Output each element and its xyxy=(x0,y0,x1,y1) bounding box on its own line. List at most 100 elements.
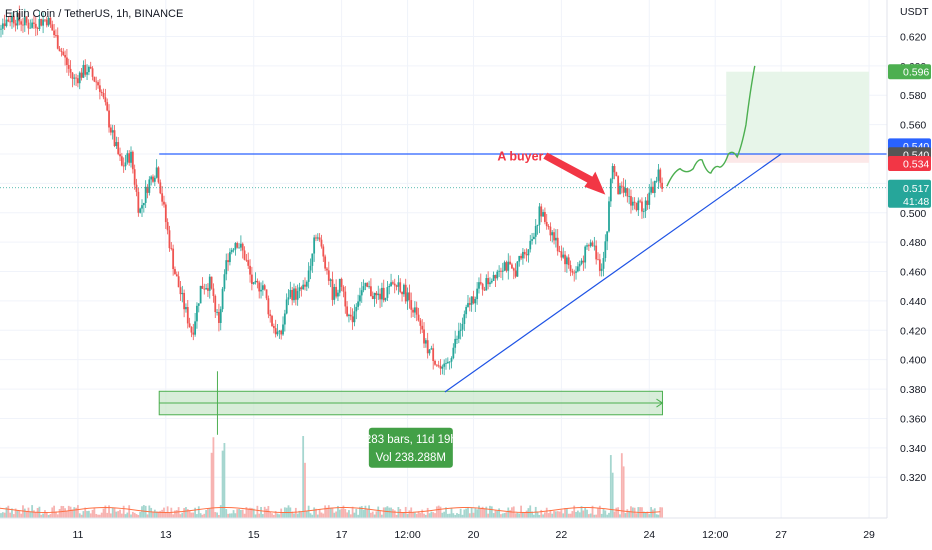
volume-bar xyxy=(82,511,85,518)
volume-bar xyxy=(518,513,521,518)
candle-body xyxy=(234,243,237,250)
time-axis-ticks[interactable]: 11 13 15 17 12:00 20 22 24 12:00 27 29 xyxy=(72,529,875,541)
price-axis[interactable] xyxy=(887,0,932,550)
candle-body xyxy=(3,23,6,27)
candle-body xyxy=(465,306,468,315)
candle-body xyxy=(476,288,479,300)
candle-body xyxy=(225,260,228,275)
candle-body xyxy=(252,282,255,284)
candle-body xyxy=(203,288,206,290)
volume-bar xyxy=(520,505,522,518)
candle-body xyxy=(126,153,129,163)
candle-body xyxy=(168,230,171,249)
volume-bar xyxy=(402,512,405,518)
volume-bar xyxy=(578,512,581,518)
price-tick-label: 0.480 xyxy=(900,237,926,249)
volume-bar xyxy=(424,514,427,518)
annotation[interactable]: A buyer xyxy=(497,150,606,195)
candle-body xyxy=(637,200,640,211)
volume-bar xyxy=(311,514,314,518)
candle-body xyxy=(282,324,284,335)
volume-bar xyxy=(181,512,184,518)
date-price-range[interactable]: 283 bars, 11d 19h Vol 238.288M xyxy=(158,371,664,468)
volume-bar xyxy=(313,507,316,518)
volume-bar xyxy=(29,511,32,518)
candle-body xyxy=(562,254,565,258)
volume-bar xyxy=(470,507,473,518)
volume-bar xyxy=(597,507,599,518)
candle-body xyxy=(287,297,290,300)
candle-body xyxy=(569,265,572,272)
volume-bar xyxy=(261,514,264,518)
candle-body xyxy=(648,192,651,205)
volume-bar xyxy=(22,505,24,518)
candle-body xyxy=(399,282,402,292)
candle-body xyxy=(11,15,13,23)
volume-bar xyxy=(549,509,552,518)
volume-bar xyxy=(128,505,131,518)
candle-body xyxy=(181,292,184,295)
volume-bar xyxy=(657,514,660,518)
price-tick-label: 0.320 xyxy=(900,472,926,484)
volume-bar xyxy=(113,507,116,518)
volume-bar xyxy=(360,506,363,518)
volume-bar xyxy=(331,507,334,518)
volume-bar xyxy=(609,455,612,518)
candle-body xyxy=(338,278,341,293)
candle-body xyxy=(489,282,491,285)
candle-body xyxy=(384,297,387,301)
candle-body xyxy=(267,298,270,315)
volume-bar xyxy=(291,511,294,518)
drawings[interactable] xyxy=(0,65,913,393)
volume-bar xyxy=(316,514,319,518)
time-tick-label: 12:00 xyxy=(394,529,420,541)
annotation-label: A buyer xyxy=(497,150,543,164)
volume-bar xyxy=(161,509,164,518)
time-tick-label: 20 xyxy=(468,529,480,541)
volume-bar xyxy=(576,510,579,518)
candle-body xyxy=(318,237,321,240)
candle-body xyxy=(155,167,158,178)
candle-body xyxy=(192,332,195,335)
volume-bar xyxy=(23,508,26,518)
volume-bar xyxy=(25,511,28,518)
volume-bar xyxy=(349,514,352,518)
volume-bars xyxy=(0,436,664,518)
volume-bar xyxy=(525,510,528,518)
candle-body xyxy=(128,153,131,163)
candle-body xyxy=(479,282,482,284)
candle-body xyxy=(56,35,59,49)
candle-body xyxy=(410,300,413,310)
candle-body xyxy=(194,321,197,335)
time-tick-label: 15 xyxy=(248,529,260,541)
candle-body xyxy=(260,289,262,292)
volume-bar xyxy=(302,436,305,518)
volume-bar xyxy=(430,511,433,518)
candle-body xyxy=(370,286,372,296)
candle-body xyxy=(560,251,563,258)
volume-bar xyxy=(459,508,462,518)
candle-body xyxy=(547,226,550,227)
volume-bar xyxy=(423,513,425,518)
volume-bar xyxy=(503,512,506,518)
volume-bar xyxy=(64,508,66,518)
volume-bar xyxy=(467,506,469,518)
volume-bar xyxy=(271,513,273,518)
volume-bar xyxy=(580,506,583,518)
candle-body xyxy=(102,92,105,98)
volume-bar xyxy=(624,513,627,518)
candle-body xyxy=(351,316,354,323)
volume-bar xyxy=(487,513,490,518)
candle-body xyxy=(250,274,253,284)
candle-body xyxy=(512,268,515,271)
volume-bar xyxy=(591,505,594,518)
candle-body xyxy=(305,281,308,287)
volume-bar xyxy=(203,513,206,518)
candle-body xyxy=(505,262,508,271)
volume-bar xyxy=(357,514,360,518)
volume-bar xyxy=(567,513,570,518)
candle-body xyxy=(344,291,347,307)
candle-body xyxy=(593,245,596,247)
volume-bar xyxy=(527,508,530,518)
